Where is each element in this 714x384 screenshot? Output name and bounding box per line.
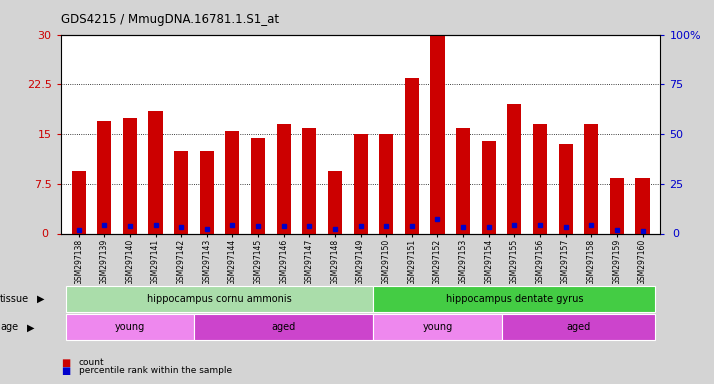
- Bar: [373, 314, 501, 340]
- Text: ▶: ▶: [27, 322, 35, 333]
- Bar: [123, 118, 137, 234]
- Text: tissue: tissue: [0, 293, 29, 304]
- Text: 0: 0: [41, 229, 49, 239]
- Text: count: count: [79, 358, 104, 367]
- Bar: [149, 111, 163, 234]
- Bar: [635, 178, 650, 234]
- Bar: [66, 314, 194, 340]
- Text: ■: ■: [61, 366, 70, 376]
- Bar: [584, 124, 598, 234]
- Bar: [66, 286, 373, 311]
- Bar: [501, 314, 655, 340]
- Bar: [251, 138, 265, 234]
- Bar: [200, 151, 213, 234]
- Bar: [373, 286, 655, 311]
- Bar: [533, 124, 547, 234]
- Bar: [353, 134, 368, 234]
- Bar: [174, 151, 188, 234]
- Bar: [276, 124, 291, 234]
- Bar: [71, 171, 86, 234]
- Text: ■: ■: [61, 358, 70, 368]
- Bar: [379, 134, 393, 234]
- Bar: [482, 141, 496, 234]
- Text: young: young: [423, 322, 453, 333]
- Text: hippocampus cornu ammonis: hippocampus cornu ammonis: [147, 293, 292, 304]
- Text: aged: aged: [271, 322, 296, 333]
- Bar: [431, 35, 445, 234]
- Text: 0: 0: [673, 229, 680, 239]
- Text: ▶: ▶: [37, 293, 45, 304]
- Bar: [610, 178, 624, 234]
- Bar: [97, 121, 111, 234]
- Text: hippocampus dentate gyrus: hippocampus dentate gyrus: [446, 293, 583, 304]
- Bar: [456, 128, 470, 234]
- Bar: [508, 104, 521, 234]
- Text: GDS4215 / MmugDNA.16781.1.S1_at: GDS4215 / MmugDNA.16781.1.S1_at: [61, 13, 278, 26]
- Text: percentile rank within the sample: percentile rank within the sample: [79, 366, 231, 375]
- Text: aged: aged: [566, 322, 590, 333]
- Bar: [194, 314, 373, 340]
- Text: young: young: [115, 322, 145, 333]
- Text: age: age: [0, 322, 18, 333]
- Bar: [226, 131, 239, 234]
- Bar: [558, 144, 573, 234]
- Bar: [302, 128, 316, 234]
- Bar: [328, 171, 342, 234]
- Bar: [405, 78, 419, 234]
